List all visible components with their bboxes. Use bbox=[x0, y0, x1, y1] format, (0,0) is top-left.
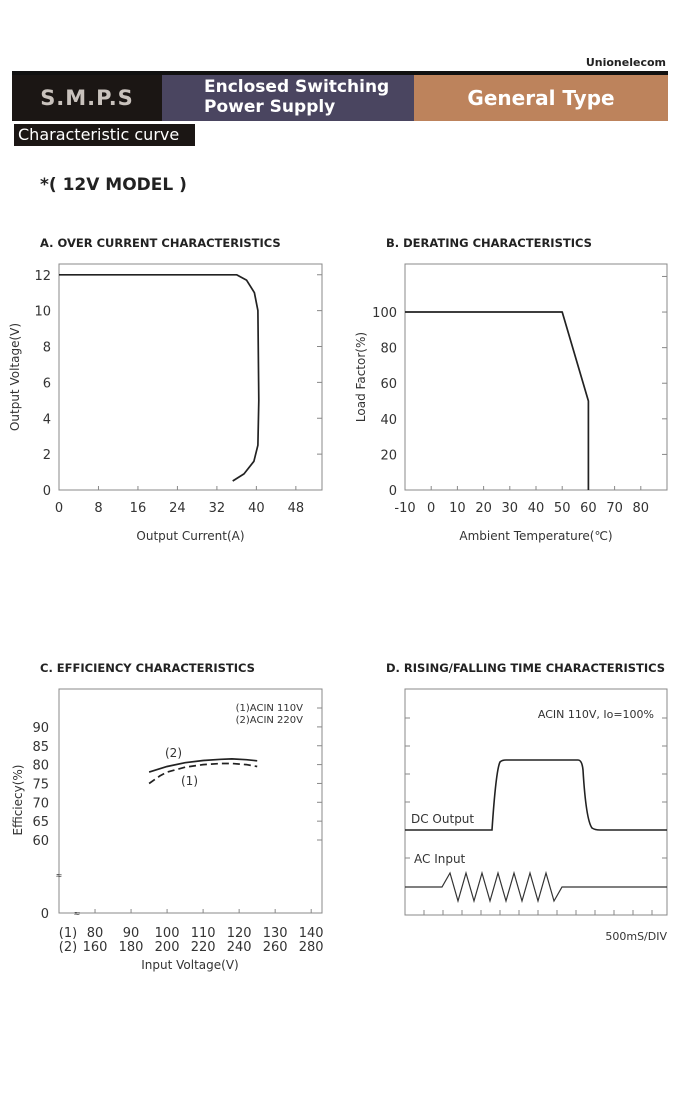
x-tick-label: 16 bbox=[130, 501, 147, 516]
chart-b: 0 20 40 60 80 100 -10 0 10 20 30 40 50 60 70 80 Ambient … bbox=[354, 263, 668, 543]
x-tick-label-110v: 80 bbox=[87, 926, 104, 941]
model-title: *( 12V MODEL ) bbox=[40, 175, 187, 195]
y-tick-label: 60 bbox=[32, 834, 49, 849]
dc-output-trace bbox=[405, 759, 667, 831]
header-rule bbox=[12, 71, 668, 75]
x-tick-label-220v: 240 bbox=[227, 940, 252, 955]
x-tick-label: -10 bbox=[394, 501, 415, 516]
x-tick-label: 24 bbox=[169, 501, 186, 516]
chart-b-title: B. DERATING CHARACTERISTICS bbox=[386, 236, 592, 250]
x-tick-label: 30 bbox=[502, 501, 519, 516]
x-tick-label: 50 bbox=[554, 501, 571, 516]
x-tick-label-110v: 140 bbox=[299, 926, 324, 941]
x-tick-label-110v: 100 bbox=[155, 926, 180, 941]
dc-output-label: DC Output bbox=[411, 812, 474, 826]
chart-d-xlabel: 500mS/DIV bbox=[605, 930, 667, 943]
chart-a-title: A. OVER CURRENT CHARACTERISTICS bbox=[40, 236, 281, 250]
series-line-(2) bbox=[148, 758, 258, 773]
x-tick-label-110v: 110 bbox=[191, 926, 216, 941]
x-tick-label-220v: 160 bbox=[83, 940, 108, 955]
y-tick-label: 65 bbox=[32, 815, 49, 830]
x-tick-label: 40 bbox=[248, 501, 265, 516]
y-tick-label: 12 bbox=[34, 269, 51, 284]
series-line-0 bbox=[59, 273, 260, 482]
plot-frame bbox=[58, 688, 323, 914]
y-tick-label: 60 bbox=[380, 377, 397, 392]
y-axis-label: Load Factor(%) bbox=[354, 332, 368, 422]
y-tick-label: 70 bbox=[32, 796, 49, 811]
x-axis-label: Input Voltage(V) bbox=[141, 958, 238, 972]
x-tick-label: 80 bbox=[633, 501, 650, 516]
chart-d-title: D. RISING/FALLING TIME CHARACTERISTICS bbox=[386, 661, 666, 675]
x-tick-label: 70 bbox=[606, 501, 623, 516]
ac-input-label: AC Input bbox=[414, 852, 466, 866]
section-tag: Characteristic curve bbox=[14, 124, 195, 146]
ac-input-trace bbox=[405, 870, 667, 904]
product-line-1: Enclosed Switching bbox=[204, 77, 390, 97]
y-tick-label: 80 bbox=[380, 342, 397, 357]
legend-entry-2: (2)ACIN 220V bbox=[236, 715, 304, 726]
x-tick-label-220v: (2) bbox=[59, 940, 77, 955]
series-label-1: (1) bbox=[181, 774, 198, 788]
y-tick-label: 40 bbox=[380, 413, 397, 428]
x-tick-label: 40 bbox=[528, 501, 545, 516]
chart-d-frame bbox=[404, 688, 668, 916]
y-tick-label: 0 bbox=[43, 484, 51, 499]
y-tick-label: 85 bbox=[32, 740, 49, 755]
x-tick-label-220v: 280 bbox=[299, 940, 324, 955]
legend-entry-1: (1)ACIN 110V bbox=[236, 703, 304, 714]
series-label-2: (2) bbox=[165, 746, 182, 760]
x-tick-label-220v: 180 bbox=[119, 940, 144, 955]
x-tick-label-220v: 260 bbox=[263, 940, 288, 955]
x-tick-label: 20 bbox=[475, 501, 492, 516]
x-tick-label: 32 bbox=[209, 501, 226, 516]
x-tick-label: 0 bbox=[427, 501, 435, 516]
category-label: S.M.P.S bbox=[12, 75, 162, 121]
y-tick-label: 4 bbox=[43, 412, 51, 427]
x-tick-label-110v: 90 bbox=[123, 926, 140, 941]
x-tick-label-110v: (1) bbox=[59, 926, 77, 941]
x-axis-label: Ambient Temperature(℃) bbox=[459, 529, 612, 543]
chart-d-annotation: ACIN 110V, Io=100% bbox=[538, 708, 654, 721]
y-tick-label: 10 bbox=[34, 305, 51, 320]
chart-c: (1)ACIN 110V (2)ACIN 220V (2) (1) 0 60 65 7… bbox=[11, 688, 324, 972]
y-tick-label: 75 bbox=[32, 777, 49, 792]
type-label: General Type bbox=[414, 75, 668, 121]
y-tick-label: 20 bbox=[380, 448, 397, 463]
y-tick-label: 90 bbox=[32, 721, 49, 736]
y-tick-label: 80 bbox=[32, 759, 49, 774]
x-tick-label: 8 bbox=[94, 501, 102, 516]
x-tick-label: 60 bbox=[580, 501, 597, 516]
y-axis-break-icon: ≈ bbox=[56, 871, 63, 880]
brand-name: Unionelecom bbox=[585, 56, 666, 69]
x-tick-label: 10 bbox=[449, 501, 466, 516]
plot-frame bbox=[58, 263, 323, 491]
product-line-2: Power Supply bbox=[204, 97, 336, 117]
x-tick-label: 48 bbox=[288, 501, 305, 516]
series-line-(1) bbox=[148, 762, 258, 785]
x-tick-label-220v: 200 bbox=[155, 940, 180, 955]
plot-frame bbox=[404, 263, 668, 491]
y-tick-label: 0 bbox=[41, 907, 49, 922]
x-axis-label: Output Current(A) bbox=[136, 529, 244, 543]
y-axis-label: Efficiecy(%) bbox=[11, 765, 25, 836]
x-axis-break-icon: ≈ bbox=[74, 909, 81, 918]
y-axis-label: Output Voltage(V) bbox=[8, 323, 22, 431]
y-tick-label: 0 bbox=[389, 484, 397, 499]
product-line: Enclosed Switching Power Supply bbox=[162, 75, 414, 121]
y-tick-label: 8 bbox=[43, 341, 51, 356]
x-tick-label-110v: 120 bbox=[227, 926, 252, 941]
x-tick-label-220v: 220 bbox=[191, 940, 216, 955]
series-line-0 bbox=[405, 311, 590, 490]
chart-c-title: C. EFFICIENCY CHARACTERISTICS bbox=[40, 661, 255, 675]
y-tick-label: 6 bbox=[43, 376, 51, 391]
x-tick-label-110v: 130 bbox=[263, 926, 288, 941]
y-tick-label: 100 bbox=[372, 306, 397, 321]
chart-d: ACIN 110V, Io=100% DC Output AC Input 50… bbox=[404, 688, 668, 943]
x-tick-label: 0 bbox=[55, 501, 63, 516]
y-tick-label: 2 bbox=[43, 448, 51, 463]
